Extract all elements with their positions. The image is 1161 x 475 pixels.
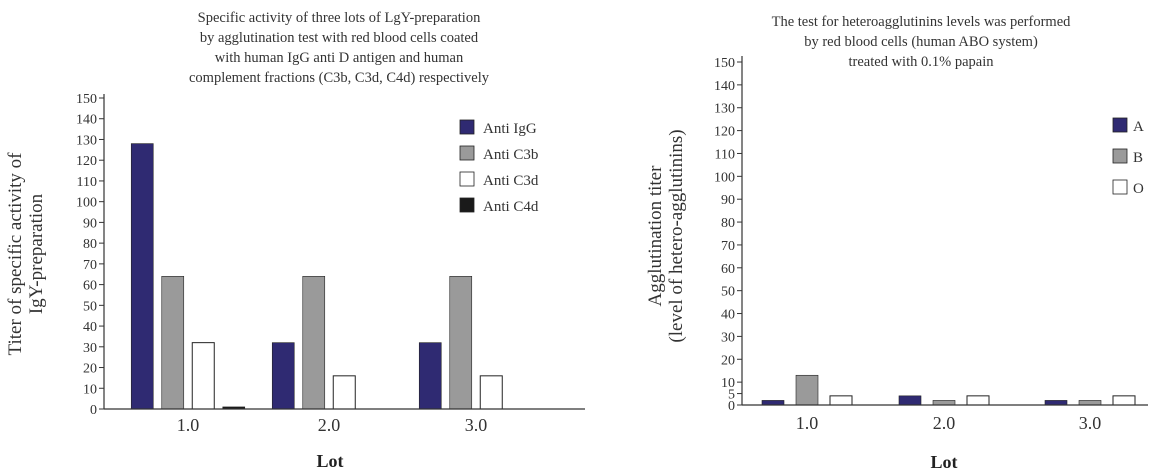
x-category-label: 1.0 — [177, 415, 200, 435]
legend-swatch — [1112, 148, 1128, 164]
legend: ABO — [1112, 117, 1144, 197]
bar-anti-igg-lot-1 — [130, 143, 154, 410]
legend-swatch — [459, 171, 475, 187]
y-tick-label: 150 — [76, 92, 97, 107]
bar-o-lot-2 — [966, 395, 990, 406]
y-tick-label: 110 — [77, 175, 97, 190]
chart-title-line: Specific activity of three lots of LgY-p… — [198, 10, 481, 26]
y-tick-label: 40 — [721, 308, 735, 323]
y-tick-label: 80 — [83, 237, 97, 252]
x-category-label: 3.0 — [1079, 413, 1102, 433]
legend-label: A — [1133, 119, 1144, 135]
legend-label: Anti C3d — [483, 173, 539, 189]
bar-anti-c3b-lot-3 — [449, 276, 473, 410]
bar-anti-igg-lot-2 — [271, 342, 295, 410]
y-tick-label: 70 — [83, 258, 97, 273]
y-tick-label: 140 — [714, 79, 735, 94]
y-tick-label: 20 — [721, 353, 735, 368]
y-tick-label: 130 — [76, 133, 97, 148]
y-axis-label-line: Titer of specific activity of — [5, 152, 26, 356]
chart-title-line: The test for heteroagglutinins levels wa… — [772, 14, 1072, 30]
chart-title-line: by agglutination test with red blood cel… — [200, 30, 479, 46]
bar-anti-c3b-lot-1 — [161, 276, 185, 410]
chart-title-line: treated with 0.1% papain — [849, 54, 995, 70]
y-tick-label: 0 — [728, 399, 735, 414]
legend-swatch — [1112, 117, 1128, 133]
bar-anti-c3d-lot-2 — [332, 375, 356, 410]
x-axis-label: Lot — [317, 451, 344, 471]
legend-swatch — [459, 119, 475, 135]
y-tick-label: 10 — [83, 382, 97, 397]
bar-b-lot-1 — [795, 374, 819, 406]
bar-o-lot-1 — [829, 395, 853, 406]
y-axis-label-line: Agglutination titer — [645, 165, 666, 307]
legend-swatch — [459, 145, 475, 161]
y-tick-label: 130 — [714, 102, 735, 117]
y-tick-label: 90 — [721, 193, 735, 208]
y-tick-label: 30 — [83, 341, 97, 356]
y-tick-label: 100 — [714, 170, 735, 185]
bar-a-lot-3 — [1044, 400, 1068, 406]
y-tick-label: 20 — [83, 362, 97, 377]
chart-2: The test for heteroagglutinins levels wa… — [645, 14, 1148, 472]
x-category-label: 2.0 — [318, 415, 341, 435]
y-tick-label: 40 — [83, 320, 97, 335]
bar-anti-c3b-lot-2 — [302, 276, 326, 410]
bar-a-lot-2 — [898, 395, 922, 406]
x-category-label: 2.0 — [933, 413, 956, 433]
bar-a-lot-1 — [761, 400, 785, 406]
y-tick-label: 50 — [721, 285, 735, 300]
bar-o-lot-3 — [1112, 395, 1136, 406]
y-tick-label: 120 — [714, 125, 735, 140]
bar-b-lot-2 — [932, 400, 956, 406]
y-tick-label: 60 — [83, 279, 97, 294]
legend-label: O — [1133, 181, 1144, 197]
y-tick-label: 90 — [83, 216, 97, 231]
y-tick-label: 30 — [721, 330, 735, 345]
y-tick-label: 70 — [721, 239, 735, 254]
legend-swatch — [459, 197, 475, 213]
y-tick-label: 140 — [76, 113, 97, 128]
bar-anti-igg-lot-3 — [418, 342, 442, 410]
y-tick-label: 80 — [721, 216, 735, 231]
legend-label: B — [1133, 150, 1143, 166]
y-tick-label: 50 — [83, 299, 97, 314]
bar-anti-c3d-lot-1 — [191, 342, 215, 410]
legend-label: Anti IgG — [483, 121, 537, 137]
y-tick-label: 150 — [714, 56, 735, 71]
y-tick-label: 110 — [715, 147, 735, 162]
chart-title-line: by red blood cells (human ABO system) — [804, 34, 1038, 50]
y-tick-label: 120 — [76, 154, 97, 169]
legend-swatch — [1112, 179, 1128, 195]
legend: Anti IgG Anti C3b Anti C3d Anti C4d — [459, 119, 539, 215]
chart-title-line: with human IgG anti D antigen and human — [215, 50, 464, 66]
y-tick-label: 100 — [76, 196, 97, 211]
y-axis-label-line: IgY-preparation — [26, 193, 47, 314]
legend-label: Anti C4d — [483, 199, 539, 215]
legend-label: Anti C3b — [483, 147, 538, 163]
bar-b-lot-3 — [1078, 400, 1102, 406]
y-tick-label: 5 — [728, 388, 735, 403]
y-tick-label: 10 — [721, 376, 735, 391]
y-axis-label-line: (level of hetero-agglutinins) — [666, 129, 687, 342]
chart-title-line: complement fractions (C3b, C3d, C4d) res… — [189, 70, 490, 86]
x-category-label: 3.0 — [465, 415, 488, 435]
bar-anti-c3d-lot-3 — [479, 375, 503, 410]
y-tick-label: 60 — [721, 262, 735, 277]
x-category-label: 1.0 — [796, 413, 819, 433]
chart-1: Specific activity of three lots of LgY-p… — [5, 10, 585, 471]
y-tick-label: 0 — [90, 403, 97, 418]
x-axis-label: Lot — [931, 452, 958, 472]
